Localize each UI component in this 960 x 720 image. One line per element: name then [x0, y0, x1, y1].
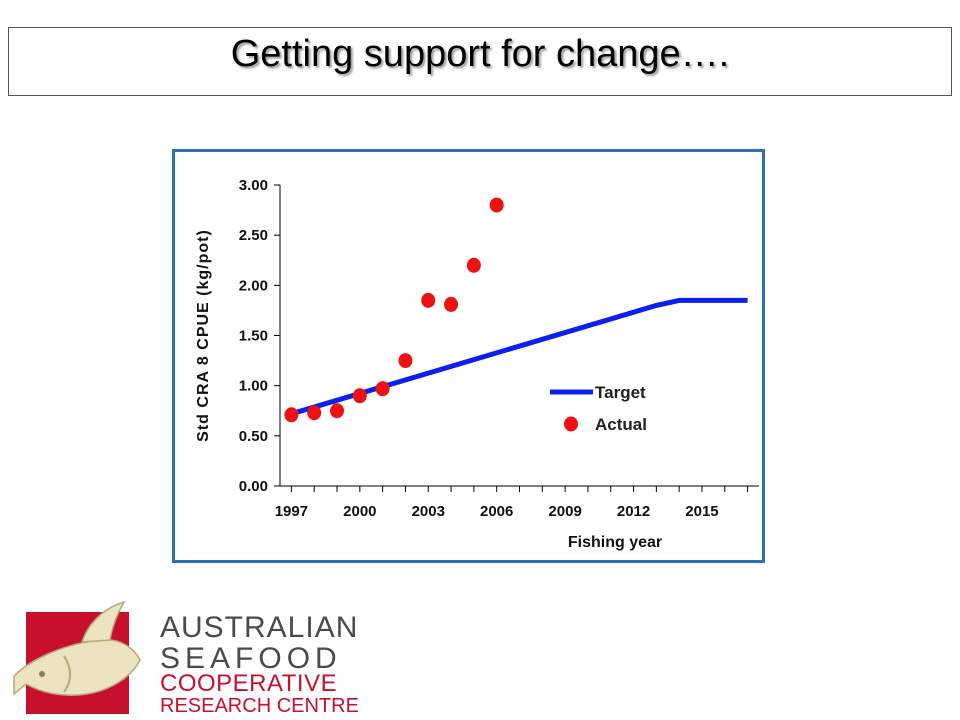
y-axis-label: Std CRA 8 CPUE (kg/pot) [195, 229, 212, 442]
actual-point [307, 405, 322, 421]
x-tick-label: 1997 [275, 503, 308, 520]
actual-point [330, 403, 345, 419]
title-box: Getting support for change…. [8, 27, 952, 96]
y-tick-label: 1.00 [239, 378, 268, 395]
slide-title: Getting support for change…. [230, 33, 730, 75]
target-line [290, 297, 748, 417]
chart-frame: 0.00 0.50 1.00 1.50 2.00 2.50 3.00 1997 2000 2003… [172, 149, 765, 563]
logo-line-seafood: SEAFOOD [160, 642, 342, 675]
legend-label: Target [595, 383, 646, 402]
x-tick-label: 2015 [685, 503, 718, 520]
y-tick-label: 2.50 [239, 227, 268, 244]
actual-point [421, 292, 436, 308]
y-tick-label: 2.00 [239, 277, 268, 294]
cpue-chart: 0.00 0.50 1.00 1.50 2.00 2.50 3.00 1997 2000 2003… [195, 177, 759, 551]
actual-point [444, 296, 459, 312]
logo: AUSTRALIAN SEAFOOD COOPERATIVE RESEARCH … [12, 598, 359, 718]
y-tick-label: 1.50 [239, 328, 268, 345]
legend-actual-swatch [564, 416, 578, 432]
x-tick-label: 2003 [412, 503, 445, 520]
x-tick-label: 2000 [343, 503, 376, 520]
actual-point [398, 353, 413, 369]
x-tick-label: 2006 [480, 503, 513, 520]
y-tick-label: 0.50 [239, 428, 268, 445]
x-axis-label: Fishing year [568, 534, 662, 551]
actual-point [375, 381, 390, 397]
logo-line-research-centre: RESEARCH CENTRE [160, 695, 359, 717]
actual-point [352, 388, 367, 404]
legend-label: Actual [595, 415, 647, 434]
logo-line-cooperative: COOPERATIVE [160, 670, 338, 697]
logo-line-australian: AUSTRALIAN [160, 611, 359, 644]
actual-point [489, 197, 504, 213]
x-tick-label: 2012 [617, 503, 650, 520]
y-tick-label: 0.00 [239, 478, 268, 495]
x-tick-label: 2009 [548, 503, 581, 520]
actual-point [284, 407, 299, 423]
y-tick-label: 3.00 [239, 177, 268, 194]
fish-logo-icon [13, 600, 141, 714]
actual-point [466, 257, 481, 273]
